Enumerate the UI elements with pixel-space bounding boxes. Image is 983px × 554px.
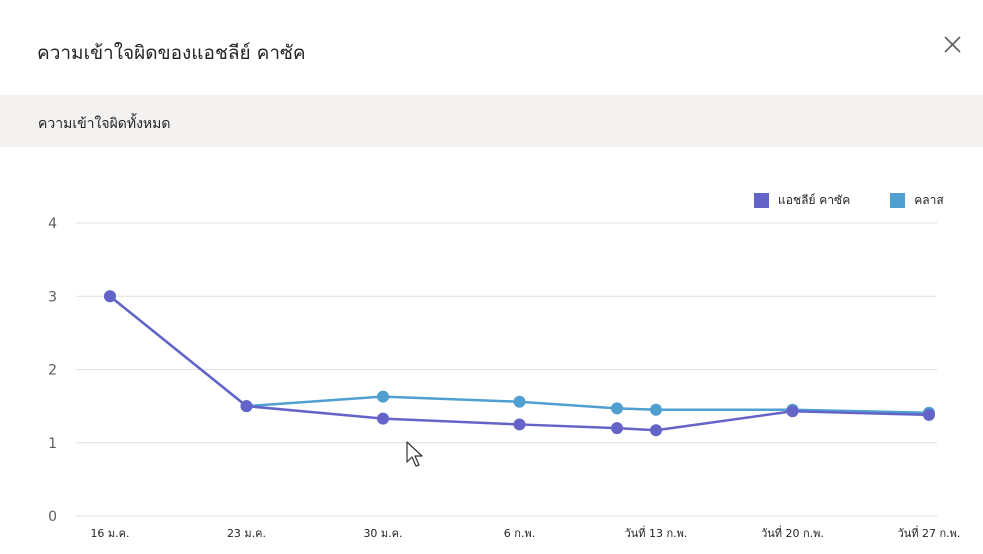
section-header: ความเข้าใจผิดทั้งหมด xyxy=(0,95,983,147)
data-point xyxy=(513,395,526,408)
data-point xyxy=(240,400,253,413)
data-point xyxy=(104,290,116,303)
legend-label-class: คลาส xyxy=(914,193,944,207)
x-tick-label: 16 ม.ค. xyxy=(90,527,129,540)
series-line xyxy=(109,295,930,414)
close-icon xyxy=(944,36,961,53)
data-point xyxy=(786,405,799,418)
legend-item-class: คลาส xyxy=(890,191,944,210)
data-point xyxy=(611,402,623,415)
y-tick-label: 4 xyxy=(48,216,57,232)
x-tick-label: วันที่ 13 ก.พ. xyxy=(625,525,688,540)
legend-item-student: แอชลีย์ คาซัค xyxy=(754,191,850,210)
close-button[interactable] xyxy=(936,28,968,60)
y-tick-label: 1 xyxy=(48,436,57,452)
chart-legend: แอชลีย์ คาซัค คลาส xyxy=(754,191,944,210)
x-tick-label: วันที่ 27 ก.พ. xyxy=(898,525,961,540)
legend-swatch-class xyxy=(890,193,906,208)
y-tick-label: 2 xyxy=(48,363,57,379)
page-title: ความเข้าใจผิดของแอชลีย์ คาซัค xyxy=(37,42,306,64)
data-point xyxy=(923,408,935,421)
x-tick-label: 30 ม.ค. xyxy=(363,527,402,540)
data-point xyxy=(650,403,662,416)
data-point xyxy=(377,390,389,403)
x-tick-label: 6 ก.พ. xyxy=(504,527,535,540)
y-tick-label: 0 xyxy=(48,509,57,525)
section-title: ความเข้าใจผิดทั้งหมด xyxy=(38,116,171,132)
data-point xyxy=(611,422,623,435)
data-point xyxy=(513,418,526,431)
x-tick-label: 23 ม.ค. xyxy=(227,527,266,540)
data-point xyxy=(650,424,662,437)
data-point xyxy=(377,412,389,425)
mouse-pointer-icon xyxy=(406,441,423,467)
x-tick-label: วันที่ 20 ก.พ. xyxy=(761,525,824,540)
series-line xyxy=(109,295,930,432)
y-tick-label: 3 xyxy=(48,289,57,305)
legend-label-student: แอชลีย์ คาซัค xyxy=(778,193,851,207)
legend-swatch-student xyxy=(754,193,769,208)
